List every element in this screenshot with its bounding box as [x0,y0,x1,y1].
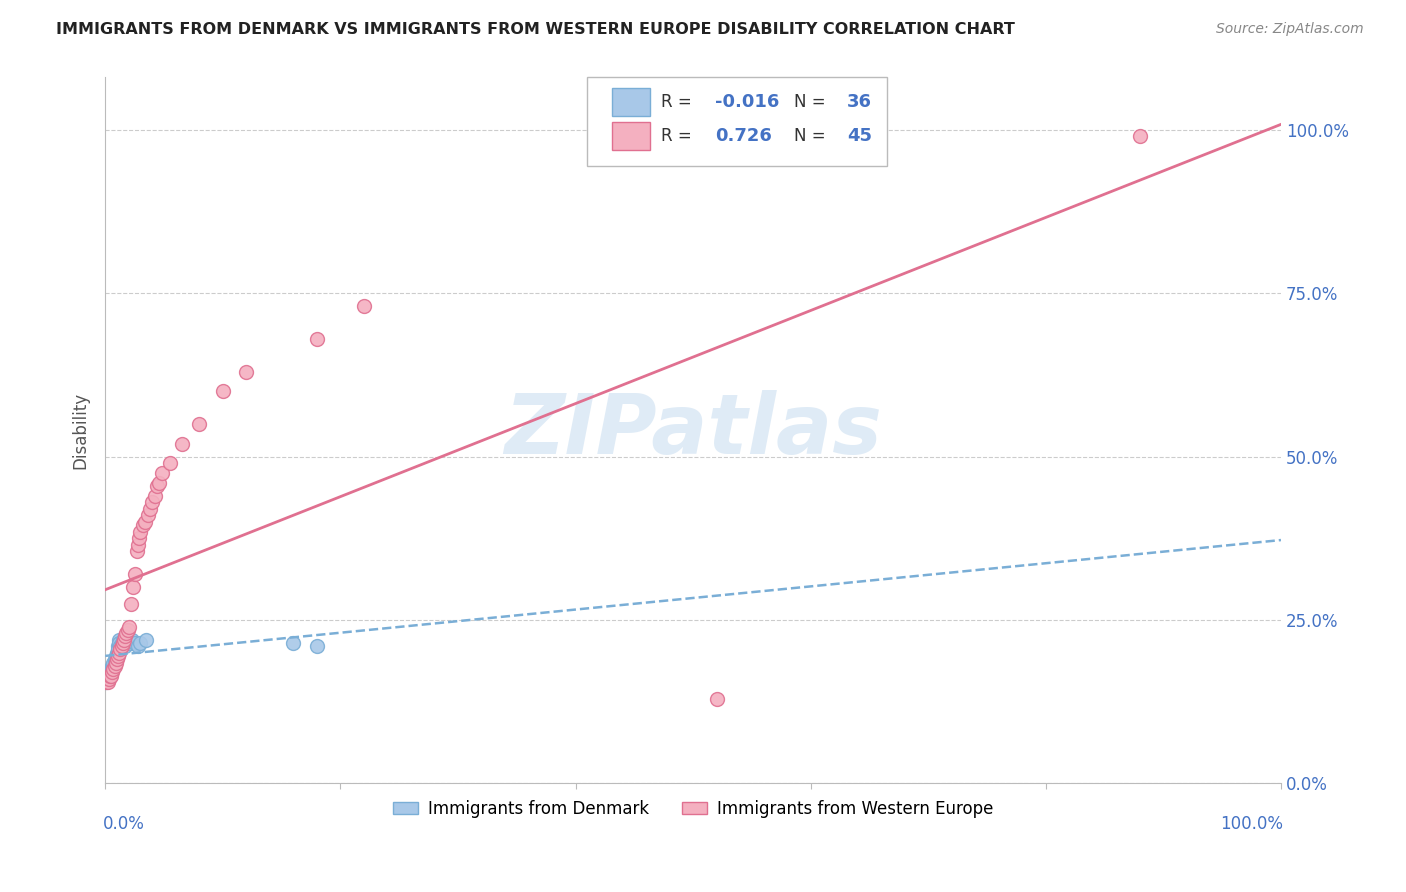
Point [134,515,156,529]
Point [128,532,150,546]
Point [170,436,193,450]
Point [305,332,328,346]
Text: 100.0%: 100.0% [1220,815,1284,833]
Point [108,646,131,660]
Point [146,479,169,493]
Point [108,632,131,647]
Text: Source: ZipAtlas.com: Source: ZipAtlas.com [1216,22,1364,37]
Point [100,662,122,676]
Point [96,675,118,690]
Point [107,648,129,663]
Point [111,632,134,647]
Point [150,466,173,480]
Point [101,662,124,676]
Point [98,668,121,682]
Point [105,648,128,663]
Text: N =: N = [794,93,831,112]
Point [135,632,157,647]
Legend: Immigrants from Denmark, Immigrants from Western Europe: Immigrants from Denmark, Immigrants from… [387,793,1000,824]
Point [104,656,127,670]
Point [1129,129,1152,144]
Point [97,672,120,686]
Point [118,636,141,650]
Point [114,639,136,653]
Point [118,632,141,647]
Point [104,652,127,666]
Text: N =: N = [794,127,831,145]
Point [283,636,305,650]
FancyBboxPatch shape [612,88,650,116]
Point [127,538,149,552]
Point [136,508,159,523]
Point [105,646,128,660]
Point [148,475,170,490]
Text: R =: R = [661,93,697,112]
Point [101,658,124,673]
Point [353,299,375,313]
Point [111,636,134,650]
FancyBboxPatch shape [612,122,650,150]
Point [129,524,152,539]
Point [112,632,135,647]
Point [143,489,166,503]
Text: 0.0%: 0.0% [103,815,145,833]
Point [139,502,162,516]
Point [127,639,149,653]
Point [104,658,127,673]
Point [121,632,143,647]
Point [97,672,120,686]
Point [120,597,142,611]
Y-axis label: Disability: Disability [72,392,89,469]
Point [115,636,138,650]
Point [107,639,129,653]
Text: IMMIGRANTS FROM DENMARK VS IMMIGRANTS FROM WESTERN EUROPE DISABILITY CORRELATION: IMMIGRANTS FROM DENMARK VS IMMIGRANTS FR… [56,22,1015,37]
Point [141,495,163,509]
Point [118,619,141,633]
Point [98,665,121,680]
Point [115,626,138,640]
Point [188,417,211,431]
Point [110,639,132,653]
Point [111,636,134,650]
Point [96,675,118,690]
Point [159,456,181,470]
Text: -0.016: -0.016 [716,93,780,112]
Point [129,636,152,650]
Point [124,636,146,650]
Point [104,656,127,670]
Point [100,668,122,682]
Point [107,642,129,657]
Point [103,662,125,676]
Point [125,544,148,558]
Point [235,365,257,379]
Point [112,636,135,650]
Point [122,580,145,594]
Point [104,648,127,663]
Point [111,639,134,653]
Point [114,629,136,643]
Text: 36: 36 [846,93,872,112]
Point [97,675,120,690]
Point [117,632,139,647]
Text: ZIPatlas: ZIPatlas [505,390,882,471]
Point [104,652,127,666]
Point [305,639,328,653]
Text: 45: 45 [846,127,872,145]
Point [103,656,125,670]
Point [110,642,132,657]
Point [105,652,128,666]
Point [117,623,139,637]
Point [211,384,233,399]
Point [132,518,155,533]
Text: R =: R = [661,127,697,145]
Text: 0.726: 0.726 [716,127,772,145]
Point [103,658,125,673]
Point [706,691,728,706]
FancyBboxPatch shape [588,78,887,166]
Point [124,567,146,582]
Point [108,636,131,650]
Point [101,665,124,680]
Point [97,668,120,682]
Point [100,665,122,680]
